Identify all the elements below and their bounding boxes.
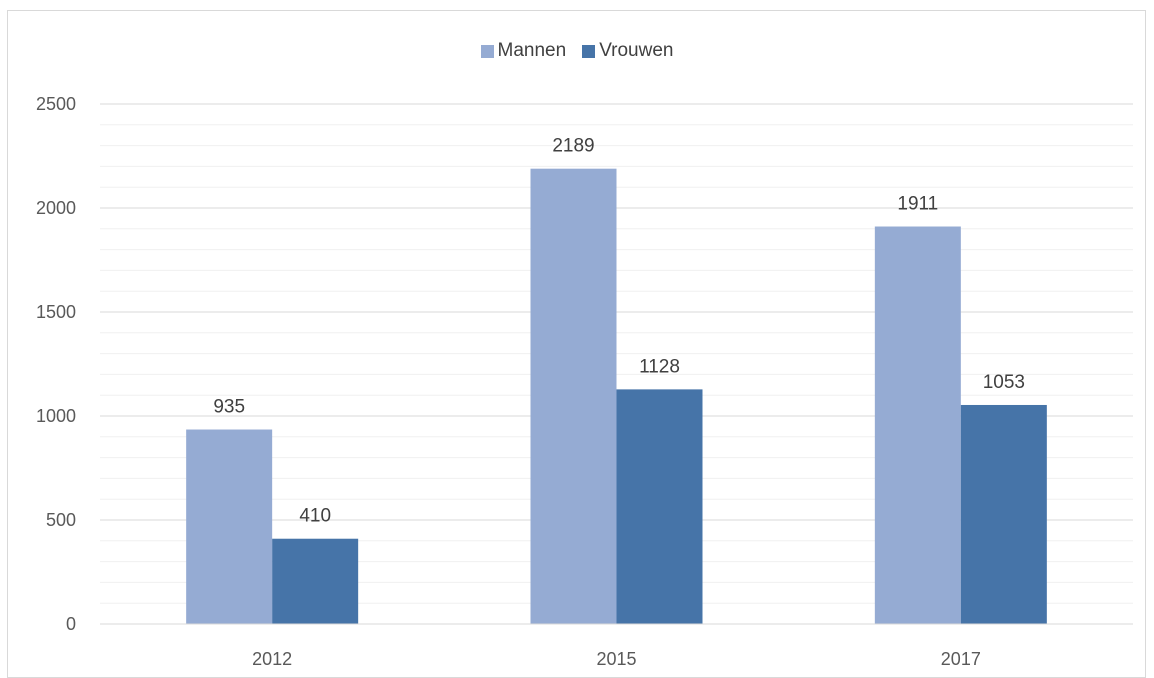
y-tick-label: 1000 [36, 406, 76, 426]
y-tick-label: 1500 [36, 302, 76, 322]
axes: 0 500 1000 1500 2000 2500 2012 2015 2017 [36, 94, 1133, 669]
data-label-mannen-2015: 2189 [552, 136, 594, 157]
y-tick-label: 2000 [36, 198, 76, 218]
legend-item-mannen: Mannen [480, 40, 567, 62]
bar-mannen-2015 [530, 168, 617, 625]
bar-mannen-2017 [874, 226, 961, 624]
chart-legend: Mannen Vrouwen [0, 40, 1154, 62]
bar-vrouwen-2012 [272, 538, 359, 624]
bars [186, 168, 1047, 625]
y-tick-label: 2500 [36, 94, 76, 114]
x-tick-label: 2017 [941, 649, 981, 669]
data-labels: 935 410 2189 1128 1911 1053 [213, 136, 1025, 527]
y-tick-label: 500 [46, 510, 76, 530]
data-label-vrouwen-2012: 410 [299, 506, 331, 527]
data-label-vrouwen-2017: 1053 [983, 372, 1025, 393]
bar-vrouwen-2017 [960, 404, 1047, 624]
legend-item-vrouwen: Vrouwen [582, 40, 673, 62]
legend-swatch-mannen [480, 44, 494, 58]
legend-label-vrouwen: Vrouwen [599, 40, 674, 61]
x-tick-label: 2012 [252, 649, 292, 669]
data-label-mannen-2012: 935 [213, 397, 245, 418]
bar-vrouwen-2015 [616, 389, 703, 624]
bar-mannen-2012 [186, 429, 273, 624]
legend-label-mannen: Mannen [497, 40, 567, 61]
legend-swatch-vrouwen [582, 44, 596, 58]
data-label-vrouwen-2015: 1128 [639, 356, 680, 377]
data-label-mannen-2017: 1911 [897, 194, 938, 215]
x-tick-label: 2015 [596, 649, 636, 669]
y-tick-label: 0 [66, 614, 76, 634]
